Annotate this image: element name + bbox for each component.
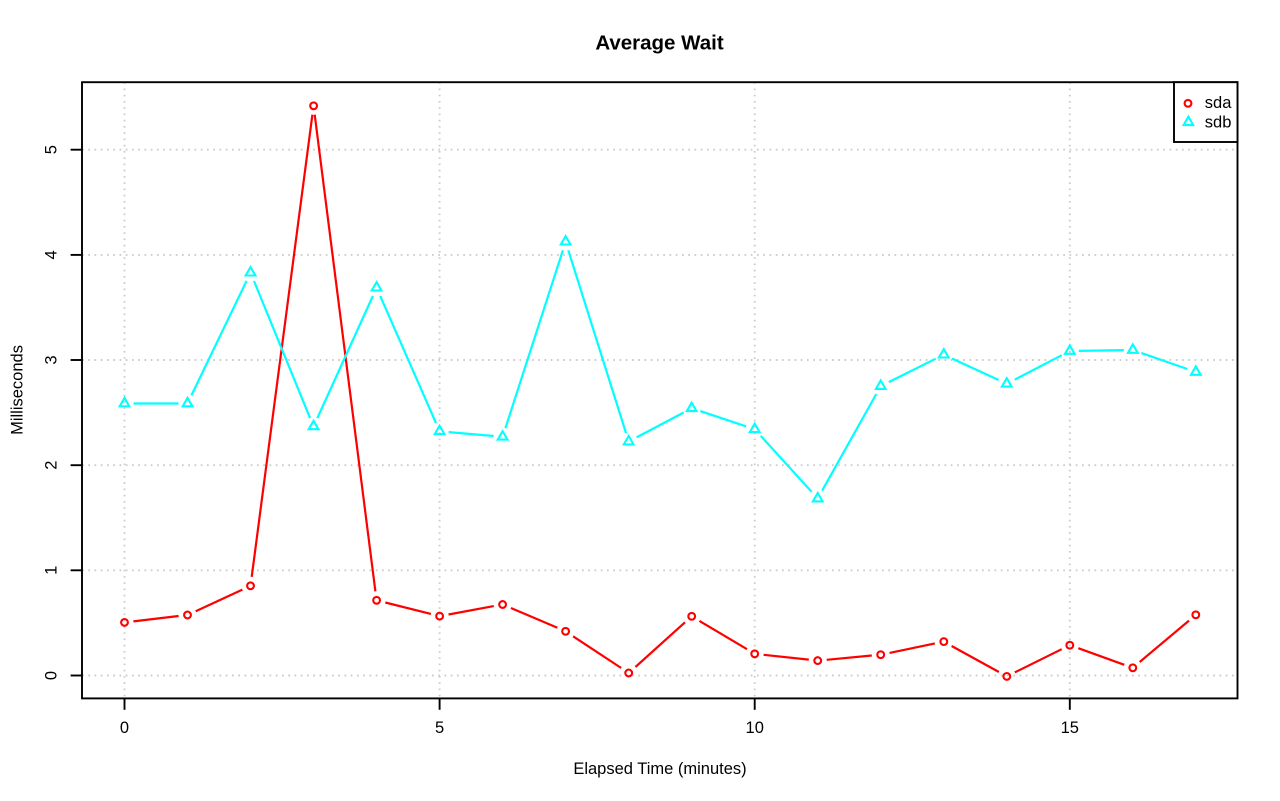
svg-text:0: 0 bbox=[120, 719, 129, 737]
svg-text:Milliseconds: Milliseconds bbox=[8, 345, 26, 435]
svg-text:5: 5 bbox=[435, 719, 444, 737]
svg-text:Average Wait: Average Wait bbox=[595, 32, 724, 55]
svg-text:0: 0 bbox=[43, 671, 61, 680]
svg-text:sdb: sdb bbox=[1205, 114, 1232, 132]
svg-text:5: 5 bbox=[43, 145, 61, 154]
svg-text:sda: sda bbox=[1205, 94, 1232, 112]
svg-text:4: 4 bbox=[43, 250, 61, 259]
svg-text:10: 10 bbox=[746, 719, 764, 737]
svg-text:3: 3 bbox=[43, 355, 61, 364]
svg-text:2: 2 bbox=[43, 461, 61, 470]
svg-text:15: 15 bbox=[1061, 719, 1079, 737]
svg-text:1: 1 bbox=[43, 566, 61, 575]
svg-text:Elapsed Time (minutes): Elapsed Time (minutes) bbox=[573, 760, 746, 778]
